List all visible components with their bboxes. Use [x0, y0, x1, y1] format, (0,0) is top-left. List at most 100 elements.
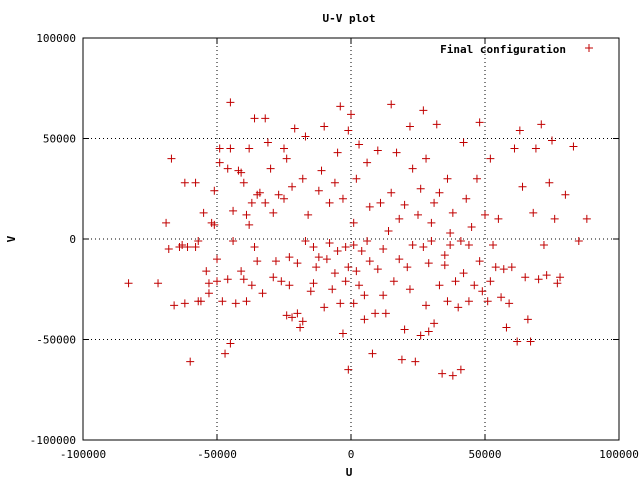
- data-point: [526, 337, 535, 346]
- data-point: [250, 243, 259, 252]
- x-axis-label: U: [346, 466, 353, 479]
- data-point: [355, 281, 364, 290]
- data-point: [333, 247, 342, 256]
- data-point: [349, 299, 358, 308]
- data-point: [269, 208, 278, 217]
- data-point: [245, 144, 254, 153]
- data-point: [515, 126, 524, 135]
- data-point: [459, 269, 468, 278]
- data-point: [451, 277, 460, 286]
- data-point: [247, 281, 256, 290]
- data-point: [424, 327, 433, 336]
- data-point: [186, 357, 195, 366]
- x-tick-label: 50000: [468, 448, 501, 461]
- data-point: [349, 241, 358, 250]
- data-point: [282, 311, 291, 320]
- data-point: [226, 144, 235, 153]
- data-point: [553, 279, 562, 288]
- data-point: [360, 315, 369, 324]
- data-point: [298, 174, 307, 183]
- data-point: [247, 198, 256, 207]
- data-point: [242, 210, 251, 219]
- data-point: [223, 164, 232, 173]
- data-point: [408, 164, 417, 173]
- data-point: [285, 281, 294, 290]
- data-point: [481, 210, 489, 219]
- data-point: [513, 337, 522, 346]
- data-point: [204, 289, 213, 298]
- data-point: [352, 174, 361, 183]
- data-point: [462, 194, 471, 203]
- data-point: [357, 247, 366, 256]
- data-point: [569, 142, 578, 151]
- data-point: [336, 102, 345, 111]
- data-point: [320, 122, 329, 131]
- data-point: [320, 303, 329, 312]
- data-point: [330, 178, 339, 187]
- data-point: [253, 257, 262, 266]
- data-point: [456, 365, 465, 374]
- data-point: [204, 279, 213, 288]
- data-point: [491, 263, 500, 272]
- data-point: [379, 291, 388, 300]
- data-point: [245, 220, 254, 229]
- data-point: [325, 198, 334, 207]
- data-point: [373, 265, 382, 274]
- data-point: [309, 243, 318, 252]
- data-point: [325, 239, 334, 248]
- data-point: [416, 331, 425, 340]
- data-point: [419, 243, 428, 252]
- data-point: [502, 323, 511, 332]
- data-point: [408, 241, 417, 250]
- data-point: [261, 114, 270, 123]
- data-point: [489, 241, 498, 250]
- data-point: [309, 279, 318, 288]
- data-point: [405, 285, 414, 294]
- data-point: [424, 259, 433, 268]
- data-point: [210, 186, 219, 195]
- data-point: [210, 220, 219, 229]
- data-point: [454, 303, 463, 312]
- data-point: [371, 309, 380, 318]
- chart-title: U-V plot: [323, 12, 376, 25]
- data-point: [355, 140, 364, 149]
- data-point: [221, 349, 230, 358]
- data-point: [296, 323, 305, 332]
- data-point: [373, 146, 382, 155]
- data-point: [381, 309, 390, 318]
- x-tick-label: 100000: [599, 448, 639, 461]
- data-point: [422, 154, 431, 163]
- data-point: [124, 279, 133, 288]
- data-point: [237, 168, 246, 177]
- data-point: [338, 194, 347, 203]
- data-point: [365, 257, 374, 266]
- data-point: [301, 132, 310, 141]
- data-point: [242, 297, 251, 306]
- data-point: [427, 218, 436, 227]
- y-tick-label: 100000: [36, 32, 76, 45]
- data-point: [154, 279, 163, 288]
- data-point: [269, 273, 278, 282]
- data-point: [403, 263, 412, 272]
- data-point: [304, 210, 313, 219]
- data-point: [486, 277, 495, 286]
- data-point: [178, 241, 187, 250]
- data-point: [191, 243, 200, 252]
- data-point: [542, 271, 551, 280]
- data-point: [229, 237, 238, 246]
- axis-ticks: [82, 37, 620, 441]
- data-point: [306, 287, 315, 296]
- data-point: [507, 263, 516, 272]
- data-point: [446, 228, 455, 237]
- data-point: [288, 182, 297, 191]
- data-point: [499, 265, 508, 274]
- data-point: [472, 174, 481, 183]
- data-point: [226, 98, 235, 107]
- data-point: [443, 174, 452, 183]
- data-point: [400, 200, 409, 209]
- data-point: [194, 237, 203, 246]
- data-point: [537, 120, 546, 129]
- data-point: [341, 277, 350, 286]
- x-tick-label: 0: [348, 448, 355, 461]
- y-tick-label: -50000: [36, 334, 76, 347]
